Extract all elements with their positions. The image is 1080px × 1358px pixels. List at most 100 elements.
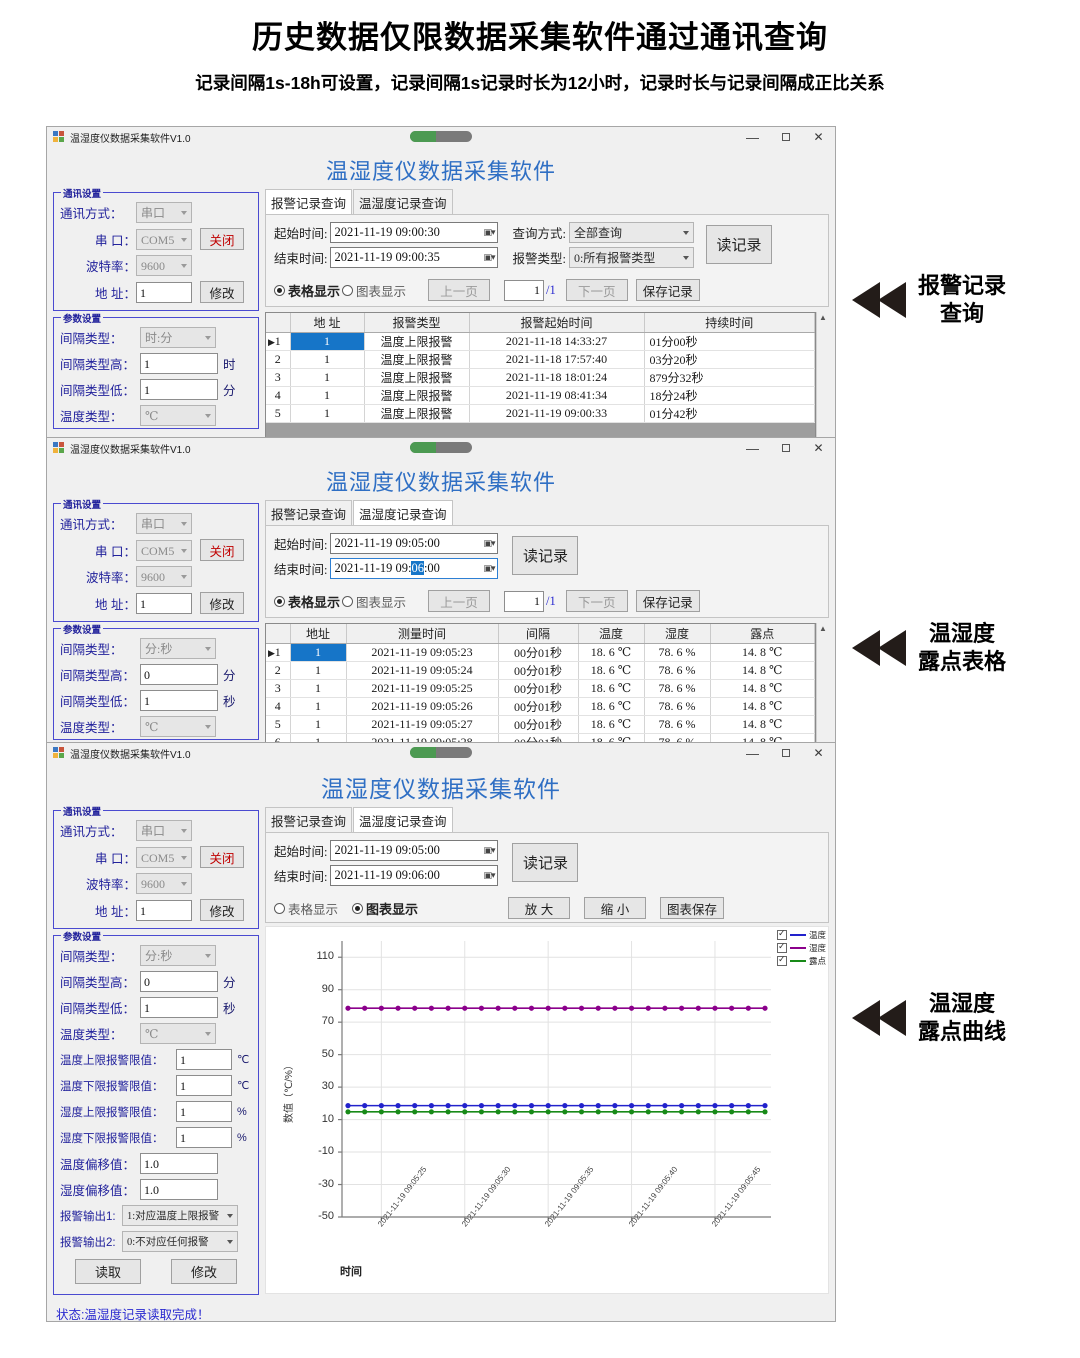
page-number-input[interactable]: 1 <box>504 279 545 301</box>
temp-offset-input[interactable]: 1.0 <box>140 1153 218 1174</box>
minimize-button[interactable]: — <box>746 440 759 456</box>
comm-mode-select[interactable]: 串口 <box>136 820 192 841</box>
end-time-picker[interactable]: 2021-11-19 09:06:00 ▣▾ <box>330 558 499 579</box>
table-row[interactable]: 2 1 温度上限报警 2021-11-18 17:57:40 03分20秒 <box>266 350 815 369</box>
query-mode-select[interactable]: 全部查询 <box>568 222 694 243</box>
table-row[interactable]: 4 1 温度上限报警 2021-11-19 08:41:34 18分24秒 <box>266 386 815 405</box>
temp-type-select[interactable]: ℃ <box>140 1023 216 1044</box>
baud-rate-select[interactable]: 9600 <box>136 566 192 587</box>
close-icon[interactable]: ✕ <box>813 130 824 144</box>
modify-address-button[interactable]: 修改 <box>200 592 244 614</box>
baud-rate-select[interactable]: 9600 <box>136 873 192 894</box>
address-input[interactable]: 1 <box>136 281 192 303</box>
maximize-button[interactable] <box>769 127 802 147</box>
interval-high-input[interactable]: 0 <box>140 664 218 685</box>
calendar-dropdown-icon[interactable]: ▣▾ <box>483 870 495 880</box>
tab-th-record-query[interactable]: 温湿度记录查询 <box>353 189 453 214</box>
maximize-button[interactable] <box>769 743 802 763</box>
minimize-button[interactable]: — <box>746 129 759 145</box>
interval-type-select[interactable]: 分:秒 <box>140 945 216 966</box>
scroll-up-icon[interactable]: ▲ <box>819 624 827 633</box>
serial-port-select[interactable]: COM5 <box>136 846 192 868</box>
legend-item-humidity[interactable]: 湿度 <box>776 941 826 954</box>
read-record-button[interactable]: 读记录 <box>512 536 579 575</box>
alarm-type-select[interactable]: 0:所有报警类型 <box>568 247 694 268</box>
table-row[interactable]: 4 1 2021-11-19 09:05:26 00分01秒 18. 6 ℃ 78. 6 … <box>266 697 815 716</box>
end-time-picker[interactable]: 2021-11-19 09:00:35 ▣▾ <box>330 247 499 268</box>
tab-th-record-query[interactable]: 温湿度记录查询 <box>353 807 453 832</box>
zoom-in-button[interactable]: 放 大 <box>508 897 571 919</box>
tab-alarm-record-query[interactable]: 报警记录查询 <box>265 189 353 214</box>
interval-low-input[interactable]: 1 <box>140 690 218 711</box>
interval-low-input[interactable]: 1 <box>140 379 218 400</box>
minimize-button[interactable]: — <box>746 745 759 761</box>
temp-type-select[interactable]: ℃ <box>140 405 216 426</box>
interval-low-input[interactable]: 1 <box>140 997 218 1018</box>
grid-vertical-scrollbar[interactable]: ▲ <box>816 312 829 438</box>
th-chart[interactable]: 温度 湿度 露点 数值（℃/%） 时间 110 90 70 50 30 10 -10 <box>265 926 829 1294</box>
table-display-radio[interactable]: 表格显示 <box>274 592 340 611</box>
legend-item-temperature[interactable]: 温度 <box>776 928 826 941</box>
table-row[interactable]: ▶ 1 1 温度上限报警 2021-11-18 14:33:27 01分00秒 <box>266 332 815 351</box>
close-port-button[interactable]: 关闭 <box>200 539 244 561</box>
alarm-output1-select[interactable]: 1:对应温度上限报警 <box>122 1205 238 1226</box>
modify-address-button[interactable]: 修改 <box>200 899 244 921</box>
interval-high-input[interactable]: 1 <box>140 353 218 374</box>
save-record-button[interactable]: 保存记录 <box>635 590 700 612</box>
temp-type-select[interactable]: ℃ <box>140 716 216 737</box>
comm-mode-select[interactable]: 串口 <box>136 202 192 223</box>
chart-display-radio[interactable]: 图表显示 <box>342 281 406 300</box>
close-port-button[interactable]: 关闭 <box>200 846 244 868</box>
comm-mode-select[interactable]: 串口 <box>136 513 192 534</box>
calendar-dropdown-icon[interactable]: ▣▾ <box>483 845 495 855</box>
table-display-radio[interactable]: 表格显示 <box>274 281 340 300</box>
page-number-input[interactable]: 1 <box>504 590 545 612</box>
table-row[interactable]: 5 1 2021-11-19 09:05:27 00分01秒 18. 6 ℃ 78. 6 … <box>266 715 815 734</box>
read-params-button[interactable]: 读取 <box>75 1259 141 1284</box>
legend-checkbox-dewpoint[interactable] <box>776 954 787 966</box>
scroll-up-icon[interactable]: ▲ <box>819 313 827 322</box>
temp-high-alarm-input[interactable]: 1 <box>176 1049 232 1070</box>
close-icon[interactable]: ✕ <box>813 746 824 760</box>
temp-low-alarm-input[interactable]: 1 <box>176 1075 232 1096</box>
grid-vertical-scrollbar[interactable]: ▲ <box>816 623 829 746</box>
start-time-picker[interactable]: 2021-11-19 09:05:00 ▣▾ <box>330 533 499 554</box>
table-row[interactable]: ▶ 1 1 2021-11-19 09:05:23 00分01秒 18. 6 ℃ 78. 6… <box>266 643 815 662</box>
zoom-out-button[interactable]: 缩 小 <box>584 897 647 919</box>
address-input[interactable]: 1 <box>136 899 192 921</box>
calendar-dropdown-icon[interactable]: ▣▾ <box>483 538 495 548</box>
interval-type-select[interactable]: 时:分 <box>140 327 216 348</box>
modify-params-button[interactable]: 修改 <box>171 1259 237 1284</box>
maximize-button[interactable] <box>769 438 802 458</box>
tab-th-record-query[interactable]: 温湿度记录查询 <box>353 500 453 525</box>
table-row[interactable]: 5 1 温度上限报警 2021-11-19 09:00:33 01分42秒 <box>266 404 815 423</box>
address-input[interactable]: 1 <box>136 592 192 614</box>
chart-display-radio[interactable]: 图表显示 <box>342 592 406 611</box>
legend-checkbox-humidity[interactable] <box>776 941 787 953</box>
prev-page-button[interactable]: 上一页 <box>428 279 491 301</box>
serial-port-select[interactable]: COM5 <box>136 539 192 561</box>
hum-low-alarm-input[interactable]: 1 <box>176 1127 232 1148</box>
th-record-grid[interactable]: 地址 测量时间 间隔 温度 湿度 露点 ▶ 1 1 2021-11-19 09:05:… <box>265 623 816 746</box>
interval-type-select[interactable]: 分:秒 <box>140 638 216 659</box>
end-time-picker[interactable]: 2021-11-19 09:06:00 ▣▾ <box>330 865 499 886</box>
read-record-button[interactable]: 读记录 <box>705 225 772 264</box>
next-page-button[interactable]: 下一页 <box>565 279 628 301</box>
calendar-dropdown-icon[interactable]: ▣▾ <box>483 563 495 573</box>
table-row[interactable]: 3 1 2021-11-19 09:05:25 00分01秒 18. 6 ℃ 78. 6 … <box>266 679 815 698</box>
legend-checkbox-temperature[interactable] <box>776 928 787 940</box>
calendar-dropdown-icon[interactable]: ▣▾ <box>483 227 495 237</box>
serial-port-select[interactable]: COM5 <box>136 228 192 250</box>
modify-address-button[interactable]: 修改 <box>200 281 244 303</box>
tab-alarm-record-query[interactable]: 报警记录查询 <box>265 500 353 525</box>
read-record-button[interactable]: 读记录 <box>512 843 579 882</box>
end-time-minutes-selected[interactable]: 06 <box>411 561 424 575</box>
prev-page-button[interactable]: 上一页 <box>428 590 491 612</box>
save-record-button[interactable]: 保存记录 <box>635 279 700 301</box>
close-icon[interactable]: ✕ <box>813 441 824 455</box>
tab-alarm-record-query[interactable]: 报警记录查询 <box>265 807 353 832</box>
alarm-record-grid[interactable]: 地 址 报警类型 报警起始时间 持续时间 ▶ 1 1 温度上限报警 2021-11-18… <box>265 312 816 438</box>
table-row[interactable]: 2 1 2021-11-19 09:05:24 00分01秒 18. 6 ℃ 78. 6 … <box>266 661 815 680</box>
chart-save-button[interactable]: 图表保存 <box>660 897 725 919</box>
hum-high-alarm-input[interactable]: 1 <box>176 1101 232 1122</box>
